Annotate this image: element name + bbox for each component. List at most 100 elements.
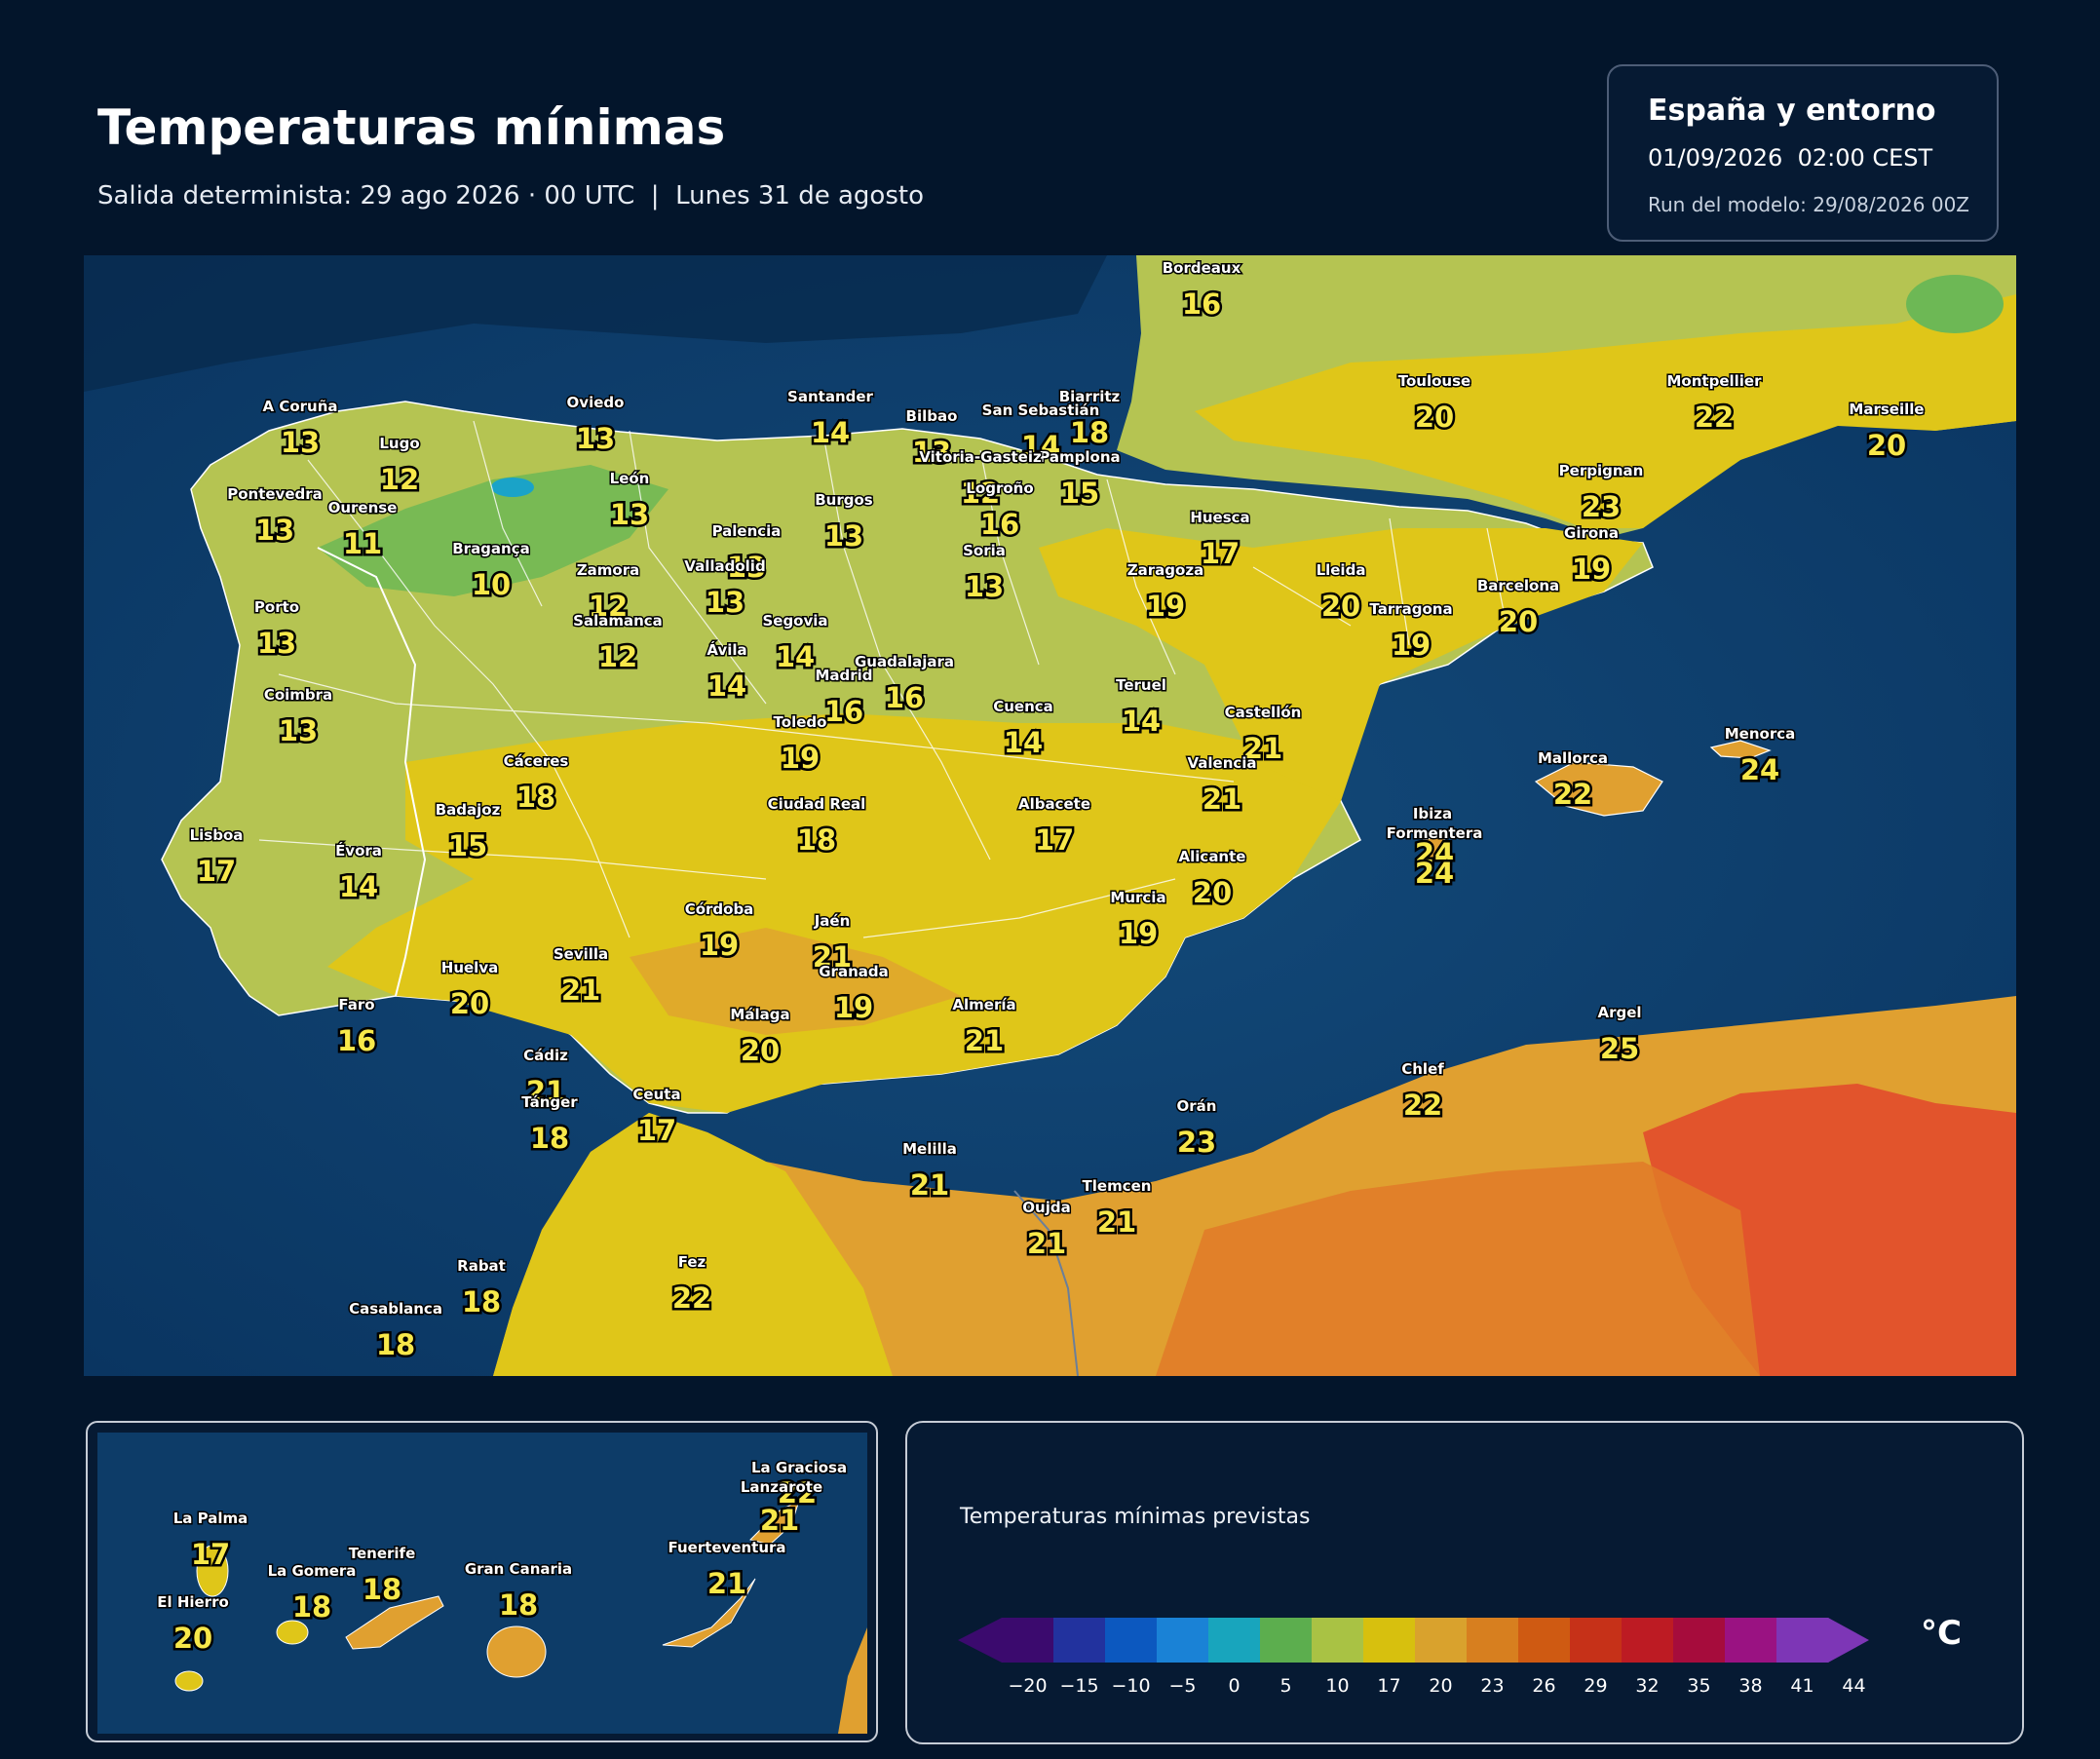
city-name: Melilla <box>902 1140 957 1158</box>
city-toulouse: Toulouse 20 <box>1396 371 1471 437</box>
city-value: 14 <box>811 416 850 449</box>
city-lleida: Lleida 20 <box>1315 560 1367 626</box>
city-value: 24 <box>1415 837 1454 870</box>
city-name: Fez <box>678 1253 706 1271</box>
province-borders <box>258 420 1508 938</box>
city-name: Málaga <box>730 1006 789 1023</box>
city-value: 22 <box>778 1476 817 1510</box>
city-evora: Évora 14 <box>334 840 384 906</box>
city-name: Burgos <box>815 491 873 509</box>
city-value: 18 <box>516 781 555 814</box>
iberia-green-north <box>318 465 668 596</box>
city-name: Ávila <box>706 640 746 659</box>
city-valladolid: Valladolid 13 <box>683 556 767 622</box>
city-madrid: Madrid 16 <box>814 666 874 731</box>
canarias-inset-map[interactable]: La Graciosa22Lanzarote21Fuerteventura21L… <box>97 1433 867 1734</box>
city-lanzarote: Lanzarote 21 <box>739 1477 823 1540</box>
colorbar-tick-label: 38 <box>1738 1675 1762 1697</box>
city-value: 13 <box>610 498 649 531</box>
city-value: 14 <box>1021 430 1060 463</box>
city-name: Segovia <box>762 612 827 630</box>
city-value: 16 <box>980 508 1019 541</box>
city-value: 20 <box>741 1034 780 1067</box>
city-value: 19 <box>1146 590 1185 623</box>
city-pamplona: Pamplona 15 <box>1038 447 1122 513</box>
city-tanger: Tánger 18 <box>520 1092 580 1158</box>
land-mallorca <box>1534 761 1663 817</box>
city-value: 13 <box>706 586 745 619</box>
city-value: 21 <box>760 1504 799 1537</box>
city-casablanca: Casablanca 18 <box>348 1299 444 1364</box>
atlantic-dark-area <box>84 255 1107 392</box>
city-value: 20 <box>173 1622 212 1655</box>
city-name: Palencia <box>712 522 782 540</box>
city-name: Logroño <box>966 479 1033 497</box>
city-name: Chlef <box>1401 1060 1444 1078</box>
city-name: Huelva <box>441 959 498 976</box>
city-rabat: Rabat 18 <box>456 1256 508 1321</box>
city-value: 12 <box>589 590 628 623</box>
city-granada: Granada 19 <box>818 962 891 1027</box>
city-value: 16 <box>824 695 863 728</box>
city-name: Cáceres <box>504 752 569 770</box>
city-badajoz: Badajoz 15 <box>434 800 502 865</box>
colorbar-segment <box>1312 1618 1364 1663</box>
city-coimbra: Coimbra 13 <box>262 685 333 750</box>
city-name: Ciudad Real <box>768 795 866 813</box>
city-name: Faro <box>338 996 374 1013</box>
region-label: España y entorno <box>1648 94 1936 128</box>
city-name: Granada <box>819 963 889 980</box>
city-name: Pamplona <box>1039 448 1120 466</box>
africa-coast-inset <box>838 1627 867 1734</box>
city-value: 17 <box>1035 823 1074 857</box>
colorbar-tick-label: 26 <box>1532 1675 1555 1697</box>
valid-time: 01/09/2026 02:00 CEST <box>1648 144 1933 172</box>
city-pontevedra: Pontevedra 13 <box>226 484 325 550</box>
colorbar-arrow-low <box>958 1618 1002 1663</box>
land-fuerteventura <box>662 1578 756 1648</box>
city-value: 18 <box>797 823 836 857</box>
city-ibiza: Ibiza 24 <box>1411 804 1456 873</box>
city-leon: León 13 <box>607 469 651 534</box>
main-map[interactable]: Bordeaux 16 Toulouse 20 Montpellier 22 Marseil… <box>84 255 2016 1376</box>
city-value: 23 <box>1582 490 1621 523</box>
city-name: Montpellier <box>1667 372 1763 390</box>
city-value: 20 <box>1415 401 1454 434</box>
city-value: 16 <box>885 681 924 714</box>
city-value: 12 <box>961 477 1000 510</box>
city-san-sebastian: San Sebastián 14 <box>980 401 1101 466</box>
city-name: Casablanca <box>349 1300 442 1318</box>
city-value: 18 <box>376 1328 415 1361</box>
city-name: Ceuta <box>632 1086 680 1103</box>
land-menorca <box>1709 740 1772 759</box>
city-huesca: Huesca 17 <box>1189 508 1251 573</box>
city-sevilla: Sevilla 21 <box>552 944 609 1010</box>
city-value: 15 <box>448 829 487 862</box>
city-value: 13 <box>279 714 318 747</box>
colorbar-segment <box>1208 1618 1261 1663</box>
city-name: Orán <box>1177 1097 1217 1115</box>
city-la-palma: La Palma 17 <box>172 1509 249 1574</box>
city-value: 21 <box>1243 732 1282 765</box>
city-value: 19 <box>1572 553 1611 586</box>
colorbar-segment <box>1570 1618 1623 1663</box>
city-name: Alicante <box>1179 848 1246 865</box>
city-labels: Bordeaux 16 Toulouse 20 Montpellier 22 Marseil… <box>188 258 1926 1364</box>
city-name: Toledo <box>774 713 827 731</box>
city-value: 21 <box>1203 783 1241 816</box>
city-value: 15 <box>1060 477 1099 510</box>
colorbar-tick-label: 5 <box>1279 1675 1291 1697</box>
city-lugo: Lugo 12 <box>377 434 421 499</box>
city-salamanca: Salamanca 12 <box>572 611 665 676</box>
city-melilla: Melilla 21 <box>901 1139 959 1205</box>
city-braganca: Bragança 10 <box>451 539 532 604</box>
city-menorca: Menorca 24 <box>1723 724 1797 789</box>
city-segovia: Segovia 14 <box>761 611 829 676</box>
city-avila: Ávila 14 <box>705 639 748 706</box>
colorbar-tick-label: 41 <box>1790 1675 1814 1697</box>
city-value: 13 <box>824 519 863 553</box>
city-argel: Argel 25 <box>1596 1003 1643 1068</box>
city-name: Formentera <box>1387 824 1483 842</box>
land-la-palma <box>196 1545 229 1597</box>
